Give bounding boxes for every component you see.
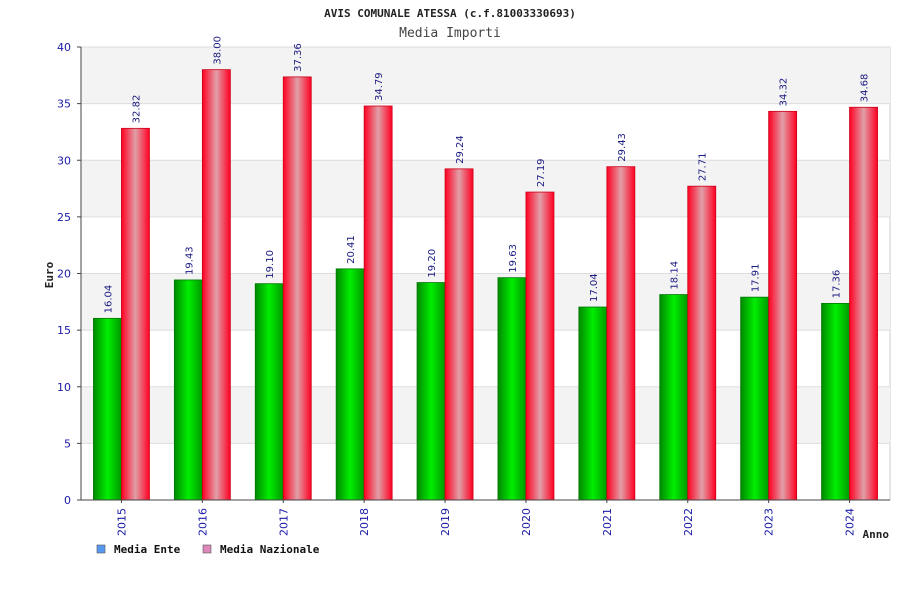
- x-axis-title: Anno: [863, 528, 890, 541]
- chart-title: AVIS COMUNALE ATESSA (c.f.81003330693): [324, 7, 576, 20]
- bar-media-nazionale: [444, 168, 474, 501]
- x-tick-label: 2020: [520, 508, 533, 536]
- bar-media-ente: [497, 277, 527, 501]
- bar-media-ente: [93, 317, 122, 501]
- legend-label: Media Nazionale: [220, 543, 320, 556]
- bar-value-label: 34.68: [860, 74, 871, 103]
- bar-media-nazionale: [525, 191, 555, 501]
- legend-swatch: [96, 544, 106, 554]
- x-tick-label: 2017: [277, 508, 290, 536]
- bar-media-nazionale: [282, 76, 312, 501]
- bar-media-nazionale: [363, 105, 393, 501]
- bar-value-label: 19.63: [508, 244, 519, 273]
- bar-media-ente: [578, 306, 608, 501]
- y-tick-label: 20: [57, 268, 71, 281]
- x-tick-label: 2021: [601, 508, 614, 536]
- y-axis-title: Euro: [43, 261, 56, 288]
- y-tick-label: 10: [57, 381, 71, 394]
- y-tick-label: 25: [57, 211, 71, 224]
- bar-media-ente: [659, 294, 689, 501]
- x-tick-label: 2015: [115, 508, 128, 536]
- bar-value-label: 19.10: [265, 250, 276, 279]
- bar-media-nazionale: [849, 106, 878, 501]
- y-tick-label: 35: [57, 98, 71, 111]
- bar-value-label: 38.00: [212, 36, 223, 65]
- bar-value-label: 34.32: [779, 78, 790, 107]
- bar-value-label: 18.14: [670, 261, 681, 290]
- bar-media-ente: [173, 279, 203, 501]
- y-tick-label: 30: [57, 154, 71, 167]
- bar-value-label: 34.79: [374, 72, 385, 101]
- bar-value-label: 29.43: [617, 133, 628, 162]
- bar-value-label: 37.36: [293, 43, 304, 72]
- y-tick-label: 15: [57, 324, 71, 337]
- bar-value-label: 27.19: [536, 158, 547, 187]
- x-tick-label: 2018: [358, 508, 371, 536]
- y-tick-label: 40: [57, 41, 71, 54]
- x-tick-label: 2024: [844, 508, 857, 536]
- bars: 16.04 32.82 19.43 38.00 19.10 37.36 20.41 34.79…: [93, 36, 878, 501]
- x-axis: 2015 2016 2017 2018 2019 2020 2021 2022 2023 2024: [81, 499, 890, 536]
- bar-media-ente: [416, 282, 446, 501]
- y-axis: 0 5 10 15 20 25 30 35 40: [57, 41, 82, 507]
- bar-value-label: 29.24: [455, 135, 466, 164]
- bar-value-label: 32.82: [131, 95, 142, 124]
- bar-media-ente: [821, 302, 850, 501]
- bar-media-nazionale: [121, 127, 150, 501]
- bar-value-label: 17.36: [832, 270, 843, 299]
- x-tick-label: 2023: [763, 508, 776, 536]
- legend: Media Ente Media Nazionale: [96, 543, 320, 556]
- bar-media-nazionale: [606, 166, 636, 501]
- x-tick-label: 2019: [439, 508, 452, 536]
- bar-media-ente: [254, 283, 284, 501]
- bar-media-nazionale: [687, 185, 717, 501]
- bar-media-ente: [335, 268, 365, 501]
- x-tick-label: 2016: [196, 508, 209, 536]
- bar-value-label: 19.20: [427, 249, 438, 278]
- bar-media-nazionale: [768, 110, 798, 501]
- bar-media-nazionale: [201, 69, 231, 501]
- legend-label: Media Ente: [114, 543, 181, 556]
- y-tick-label: 5: [64, 437, 71, 450]
- legend-swatch: [202, 544, 212, 554]
- x-tick-label: 2022: [682, 508, 695, 536]
- bar-value-label: 20.41: [346, 235, 357, 264]
- bar-value-label: 16.04: [103, 285, 114, 314]
- chart-subtitle: Media Importi: [399, 26, 501, 41]
- y-tick-label: 0: [64, 494, 71, 507]
- bar-value-label: 27.71: [698, 153, 709, 182]
- bar-media-ente: [740, 296, 770, 501]
- bar-value-label: 17.04: [589, 273, 600, 302]
- bar-value-label: 17.91: [751, 264, 762, 293]
- bar-value-label: 19.43: [184, 246, 195, 275]
